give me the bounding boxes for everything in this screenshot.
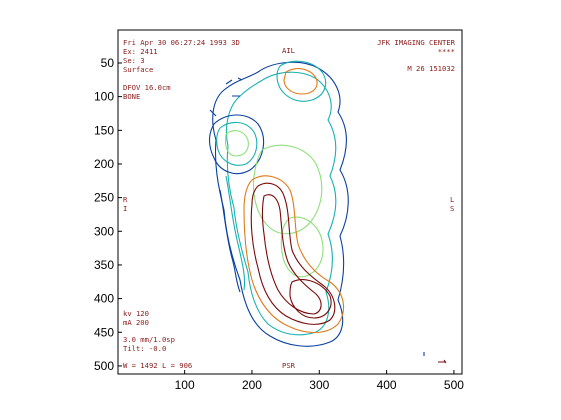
overlay-date: Fri Apr 30 06:27:24 1993 3D	[123, 38, 240, 47]
overlay-window-level: W = 1492 L = 906	[123, 361, 192, 370]
overlay-marker-left-2: I	[123, 204, 127, 213]
contour-left-blob-green	[224, 130, 249, 157]
y-tick-label: 200	[94, 157, 114, 171]
contour-small-mark	[438, 359, 447, 364]
overlay-series: Se: 3	[123, 56, 145, 65]
contour-left-blob-fill	[216, 121, 258, 166]
overlay-thickness: 3.0 mm/1.0sp	[123, 335, 175, 344]
overlay-algorithm: BONE	[123, 92, 140, 101]
contour-darkred-bone	[250, 182, 336, 325]
overlay-dfov: DFOV 16.0cm	[123, 83, 171, 92]
contour-specks	[209, 77, 243, 117]
overlay-stars: ****	[438, 47, 455, 56]
contour-green-mid	[252, 144, 323, 235]
contour-top-lobe	[276, 60, 327, 102]
overlay-exam: Ex: 2411	[123, 47, 158, 56]
overlay-kv: kv 120	[123, 309, 149, 318]
contour-orange-bone	[243, 175, 345, 334]
contour-image	[208, 60, 447, 364]
contour-darkred-knob	[289, 279, 332, 319]
contour-left-strand	[225, 175, 246, 291]
x-tick-label: 300	[309, 378, 329, 392]
overlay-orientation-top: AIL	[282, 46, 295, 55]
x-tick-label: 400	[377, 378, 397, 392]
y-tick-label: 400	[94, 292, 114, 306]
overlay-surface: Surface	[123, 65, 153, 74]
overlay-orientation-bottom: PSR	[282, 361, 296, 370]
x-tick-label: 500	[444, 378, 464, 392]
y-tick-label: 250	[94, 191, 114, 205]
overlay-patient-id: M 26 151032	[407, 64, 455, 73]
plot-frame	[117, 29, 463, 375]
x-tick-label: 200	[242, 378, 262, 392]
contour-left-strand-blue	[219, 189, 241, 293]
overlay-tilt: Tilt: -0.0	[123, 344, 166, 353]
overlay-ma: mA 200	[123, 318, 149, 327]
contour-left-blob	[208, 114, 265, 175]
overlay-text: Fri Apr 30 06:27:24 1993 3D Ex: 2411 Se:…	[123, 38, 456, 370]
y-tick-label: 500	[94, 359, 114, 373]
contour-outer-blue	[212, 61, 349, 347]
x-tick-label: 100	[175, 378, 195, 392]
y-tick-label: 50	[101, 56, 115, 70]
contour-green-lower	[280, 216, 324, 278]
y-tick-label: 350	[94, 258, 114, 272]
y-tick-label: 100	[94, 90, 114, 104]
y-tick-label: 450	[94, 325, 114, 339]
overlay-marker-right-1: L	[450, 195, 454, 204]
axis-ticks: 100 200 300 400 500 50 100 150 200 250 300 350 400 45…	[94, 56, 464, 392]
contour-top-lobe-orange	[283, 68, 318, 95]
y-tick-label: 150	[94, 123, 114, 137]
overlay-institution: JFK IMAGING CENTER	[377, 38, 456, 47]
overlay-marker-left-1: R	[123, 195, 128, 204]
contour-darkred-inner	[261, 194, 322, 315]
y-tick-label: 300	[94, 224, 114, 238]
overlay-marker-right-2: S	[450, 204, 454, 213]
